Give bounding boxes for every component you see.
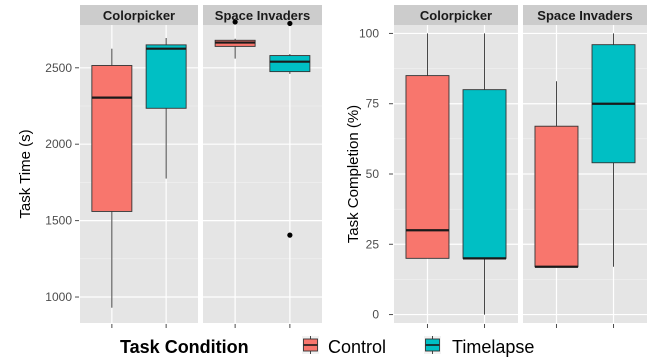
facet-colorpicker: Colorpicker <box>80 5 198 328</box>
outlier-point <box>232 19 238 25</box>
outlier-point <box>287 20 293 27</box>
plot-panel <box>203 25 322 323</box>
facet-space-invaders: Space Invaders <box>523 5 647 328</box>
box-iqr <box>91 65 133 212</box>
outlier-point <box>287 232 293 238</box>
legend-title: Task Condition <box>120 337 249 357</box>
facet-strip <box>394 5 518 25</box>
y-tick-label: 25 <box>366 237 380 251</box>
legend-item-control: Control <box>302 336 386 357</box>
facet-strip-label: Colorpicker <box>103 8 175 23</box>
y-tick-label: 2500 <box>45 61 72 75</box>
box-iqr <box>145 44 187 109</box>
y-tick-label: 100 <box>359 26 379 40</box>
facet-strip-label: Space Invaders <box>215 8 310 23</box>
legend: Task Condition Control Timelapse <box>120 336 534 357</box>
facet-strip <box>80 5 198 25</box>
facet-strip <box>523 5 647 25</box>
facet-strip-label: Colorpicker <box>420 8 492 23</box>
box-iqr <box>462 89 507 259</box>
y-tick-label: 0 <box>372 308 379 322</box>
box-control <box>214 19 256 59</box>
chart-1: Task Completion (%) 0 25 50 75 100 Colorpicker… <box>345 5 647 328</box>
legend-label: Control <box>328 337 386 357</box>
legend-item-timelapse: Timelapse <box>424 336 534 357</box>
box-timelapse <box>462 33 507 315</box>
box-timelapse <box>591 33 636 267</box>
facet-strip-label: Space Invaders <box>537 8 632 23</box>
y-tick-label: 1000 <box>45 290 72 304</box>
box-iqr <box>534 125 579 268</box>
box-control <box>534 81 579 268</box>
box-timelapse <box>269 20 311 238</box>
facet-colorpicker: Colorpicker <box>394 5 518 328</box>
y-tick-label: 75 <box>366 97 380 111</box>
box-control <box>91 48 133 308</box>
box-iqr <box>269 55 311 73</box>
y-axis-title: Task Time (s) <box>17 129 34 218</box>
chart-0: Task Time (s) 1000 1500 2000 2500 Colorpicker… <box>17 5 322 328</box>
legend-label: Timelapse <box>452 337 534 357</box>
y-tick-label: 1500 <box>45 214 72 228</box>
box-iqr <box>405 75 450 259</box>
box-control <box>405 33 450 259</box>
y-tick-label: 2000 <box>45 137 72 151</box>
y-tick-label: 50 <box>366 167 380 181</box>
y-axis-title: Task Completion (%) <box>345 105 362 243</box>
facet-space-invaders: Space Invaders <box>203 5 322 328</box>
facet-strip <box>203 5 322 25</box>
box-timelapse <box>145 37 187 179</box>
